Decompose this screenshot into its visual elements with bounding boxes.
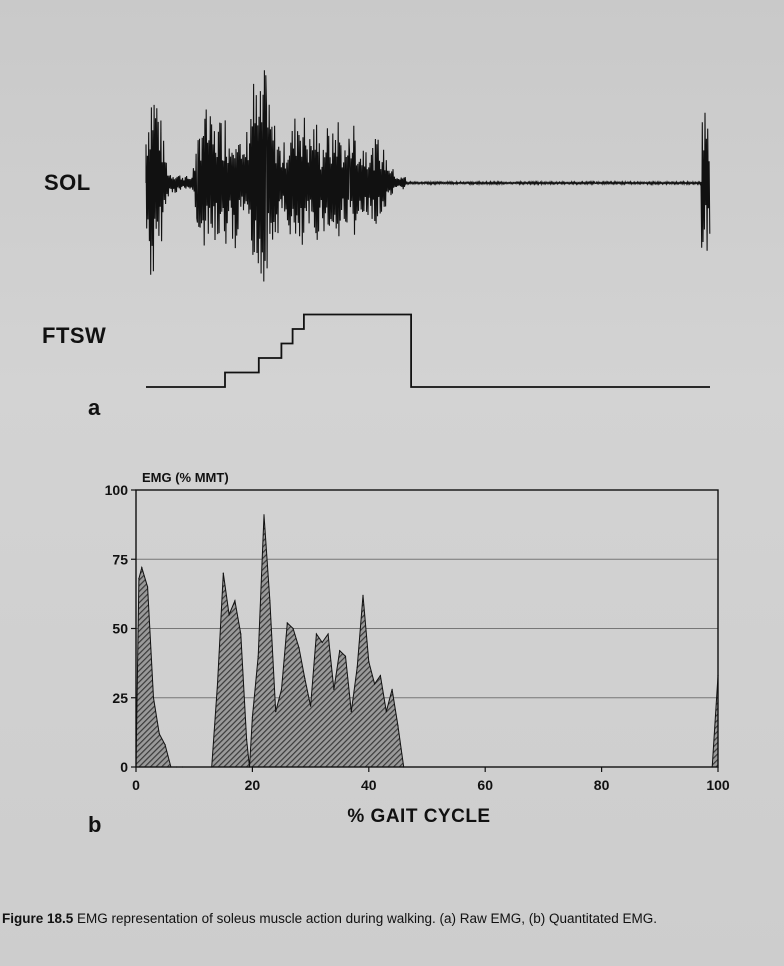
emg-area: [135, 514, 719, 768]
y-tick-label: 50: [112, 621, 128, 637]
emg-point: [280, 688, 283, 691]
emg-point: [246, 738, 248, 740]
emg-point: [269, 600, 271, 602]
y-tick-label: 0: [120, 759, 128, 775]
y-tick-label: 75: [112, 551, 128, 567]
x-tick-label: 60: [477, 777, 493, 793]
emg-point: [275, 711, 277, 713]
y-tick-label: 25: [112, 690, 128, 706]
sol-raw-trace: [145, 70, 711, 282]
x-axis-label: % GAIT CYCLE: [347, 806, 490, 827]
chart-title: EMG (% MMT): [142, 470, 229, 485]
raw-emg-panel: [145, 70, 711, 388]
panel-b-letter: b: [88, 812, 102, 837]
emg-point: [397, 724, 399, 727]
emg-point: [158, 733, 160, 735]
emg-point: [315, 633, 317, 635]
emg-point: [138, 578, 140, 580]
emg-point: [321, 641, 323, 644]
emg-point: [234, 600, 236, 602]
emg-point: [391, 688, 393, 691]
emg-point: [152, 697, 155, 699]
emg-point: [362, 594, 364, 596]
emg-point: [333, 688, 335, 691]
emg-point: [147, 586, 149, 588]
emg-point: [339, 650, 341, 652]
emg-point: [251, 716, 253, 718]
emg-point: [216, 683, 219, 685]
x-tick-label: 80: [594, 777, 610, 793]
figure-caption: Figure 18.5 EMG representation of soleus…: [2, 910, 782, 928]
quantitated-emg-chart: 0 25 50 75 100 0 20 40 60 80 100 EMG (% MMT) % GAIT …: [105, 470, 730, 827]
emg-point: [286, 622, 288, 624]
emg-point: [228, 614, 230, 616]
emg-point: [344, 655, 347, 657]
emg-point: [385, 711, 387, 713]
emg-point: [141, 567, 143, 569]
emg-point: [350, 711, 352, 713]
caption-text: EMG representation of soleus muscle acti…: [77, 911, 658, 926]
emg-point: [368, 661, 370, 663]
emg-point: [304, 677, 306, 680]
emg-point: [292, 627, 294, 630]
emg-point: [257, 655, 259, 657]
panel-a-letter: a: [88, 395, 101, 420]
emg-point: [356, 666, 358, 668]
emg-point: [240, 633, 242, 635]
sol-trace-label: SOL: [44, 170, 91, 195]
emg-point: [310, 705, 312, 707]
y-tick-label: 100: [105, 482, 129, 498]
emg-point: [263, 514, 265, 516]
emg-point: [298, 647, 300, 649]
emg-point: [327, 633, 329, 635]
emg-point: [164, 744, 166, 746]
x-tick-label: 20: [245, 777, 261, 793]
emg-point: [379, 675, 381, 677]
ftsw-step-trace: [146, 313, 710, 388]
emg-point: [222, 572, 224, 574]
x-tick-label: 100: [706, 777, 730, 793]
emg-point: [374, 683, 376, 685]
ftsw-trace-label: FTSW: [42, 323, 107, 348]
x-tick-label: 40: [361, 777, 377, 793]
x-tick-label: 0: [132, 777, 140, 793]
caption-label: Figure 18.5: [2, 911, 74, 926]
